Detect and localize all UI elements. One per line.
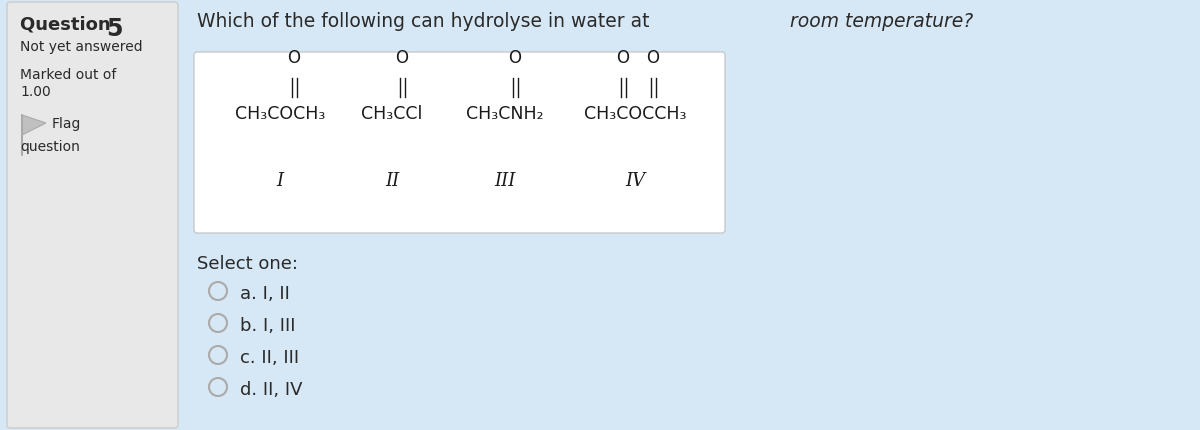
Text: I: I bbox=[276, 172, 283, 190]
Text: O: O bbox=[288, 49, 300, 67]
Text: IV: IV bbox=[625, 172, 646, 190]
Text: Which of the following can hydrolyse in water at: Which of the following can hydrolyse in … bbox=[197, 12, 655, 31]
Text: room temperature?: room temperature? bbox=[790, 12, 973, 31]
Text: CH₃CCl: CH₃CCl bbox=[361, 105, 422, 123]
Polygon shape bbox=[22, 115, 46, 135]
FancyBboxPatch shape bbox=[7, 2, 178, 428]
Text: Flag: Flag bbox=[52, 117, 82, 131]
Text: O: O bbox=[647, 49, 660, 67]
Text: question: question bbox=[20, 140, 80, 154]
Text: Not yet answered: Not yet answered bbox=[20, 40, 143, 54]
Text: O: O bbox=[396, 49, 408, 67]
Text: CH₃COCCH₃: CH₃COCCH₃ bbox=[583, 105, 686, 123]
Text: a. I, II: a. I, II bbox=[240, 285, 290, 303]
Text: Question: Question bbox=[20, 15, 116, 33]
Text: Select one:: Select one: bbox=[197, 255, 298, 273]
FancyBboxPatch shape bbox=[194, 52, 725, 233]
Text: 5: 5 bbox=[106, 17, 122, 41]
Text: O: O bbox=[509, 49, 522, 67]
Text: CH₃CNH₂: CH₃CNH₂ bbox=[467, 105, 544, 123]
Text: II: II bbox=[385, 172, 400, 190]
Text: O: O bbox=[617, 49, 630, 67]
Text: CH₃COCH₃: CH₃COCH₃ bbox=[235, 105, 325, 123]
Text: d. II, IV: d. II, IV bbox=[240, 381, 302, 399]
Text: III: III bbox=[494, 172, 516, 190]
Text: 1.00: 1.00 bbox=[20, 85, 50, 99]
Text: c. II, III: c. II, III bbox=[240, 349, 299, 367]
Text: Marked out of: Marked out of bbox=[20, 68, 116, 82]
Text: b. I, III: b. I, III bbox=[240, 317, 295, 335]
